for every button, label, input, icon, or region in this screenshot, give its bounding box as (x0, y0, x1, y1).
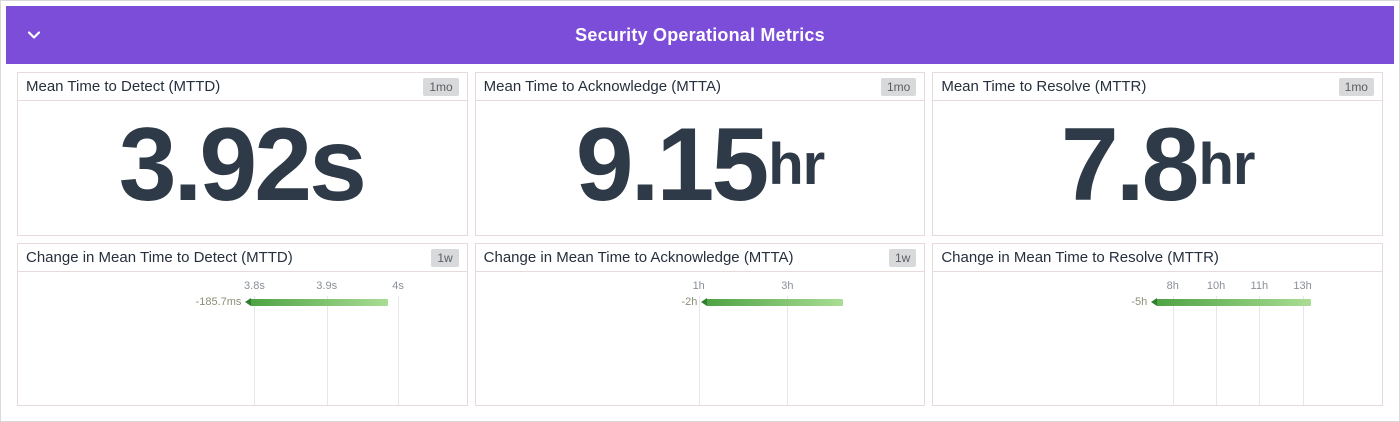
gridline (787, 296, 789, 405)
gauge-bar (1157, 299, 1312, 306)
stat-panel-mtta: Mean Time to Acknowledge (MTTA) 1mo 9.15… (474, 72, 926, 236)
panel-title[interactable]: Change in Mean Time to Detect (MTTD) (26, 249, 293, 266)
gauge-bar (707, 299, 844, 306)
change-panels-row: Change in Mean Time to Detect (MTTD) 1w … (17, 243, 1383, 406)
dashboard-row-header[interactable]: Security Operational Metrics (6, 6, 1394, 64)
gridline (1172, 296, 1174, 405)
gridline (1259, 296, 1261, 405)
change-panel-mttr: Change in Mean Time to Resolve (MTTR) 8h… (932, 243, 1383, 406)
axis-tick-label: 10h (1206, 280, 1226, 292)
gridline (1302, 296, 1304, 405)
chevron-down-icon[interactable] (22, 23, 46, 47)
decrease-arrow-icon (245, 298, 252, 306)
axis-tick-label: 8h (1166, 280, 1179, 292)
decrease-arrow-icon (1151, 298, 1158, 306)
panel-title[interactable]: Mean Time to Resolve (MTTR) (941, 78, 1147, 95)
interval-badge: 1w (888, 248, 917, 267)
panel-header: Mean Time to Acknowledge (MTTA) 1mo (475, 73, 925, 101)
panel-header: Change in Mean Time to Resolve (MTTR) (933, 244, 1382, 272)
panel-header: Mean Time to Detect (MTTD) 1mo (18, 73, 467, 101)
gridline (398, 296, 400, 405)
stat-value: 3.92s (118, 107, 367, 223)
axis-tick-label: 1h (692, 280, 705, 292)
gauge-value: -2h (681, 296, 698, 308)
stat-display: 9.15 hr (476, 101, 925, 235)
gauge-bar (251, 299, 389, 306)
stat-panel-mttd: Mean Time to Detect (MTTD) 1mo 3.92s (17, 72, 468, 236)
gridline (326, 296, 328, 405)
axis-tick-label: 13h (1293, 280, 1312, 292)
axis-tick-label: 3.9s (316, 280, 338, 292)
gauge-value: -5h (1131, 296, 1148, 308)
stat-panel-mttr: Mean Time to Resolve (MTTR) 1mo 7.8 hr (932, 72, 1383, 236)
interval-badge: 1w (431, 248, 459, 267)
axis-tick-label: 3.8s (244, 280, 265, 292)
panel-title[interactable]: Change in Mean Time to Resolve (MTTR) (941, 249, 1219, 266)
axis-tick-label: 3h (781, 280, 794, 292)
stat-value: 7.8 (1060, 107, 1200, 223)
row-title: Security Operational Metrics (575, 24, 825, 45)
stat-display: 3.92s (18, 101, 467, 235)
interval-badge: 1mo (880, 77, 917, 96)
stat-panels-row: Mean Time to Detect (MTTD) 1mo 3.92s Mea… (17, 72, 1383, 236)
panel-title[interactable]: Mean Time to Acknowledge (MTTA) (483, 78, 721, 95)
axis-tick-label: 4s (392, 280, 404, 292)
change-panel-mttd: Change in Mean Time to Detect (MTTD) 1w … (17, 243, 468, 406)
stat-unit: hr (1198, 132, 1255, 197)
gridline (698, 296, 700, 405)
panel-header: Change in Mean Time to Acknowledge (MTTA… (475, 244, 925, 272)
panel-header: Mean Time to Resolve (MTTR) 1mo (933, 73, 1382, 101)
gauge-value: -185.7ms (195, 296, 242, 308)
bar-gauge-chart: 8h 10h 11h 13h -5h (941, 272, 1374, 405)
stat-display: 7.8 hr (933, 101, 1382, 235)
interval-badge: 1mo (423, 77, 459, 96)
change-panel-mtta: Change in Mean Time to Acknowledge (MTTA… (474, 243, 926, 406)
panel-title[interactable]: Mean Time to Detect (MTTD) (26, 78, 221, 95)
gridline (254, 296, 256, 405)
decrease-arrow-icon (701, 298, 708, 306)
gridline (1216, 296, 1218, 405)
axis-tick-label: 11h (1250, 280, 1269, 292)
interval-badge: 1mo (1338, 77, 1374, 96)
bar-gauge-chart: 3.8s 3.9s 4s -185.7ms (26, 272, 459, 405)
panel-header: Change in Mean Time to Detect (MTTD) 1w (18, 244, 467, 272)
panel-title[interactable]: Change in Mean Time to Acknowledge (MTTA… (483, 249, 794, 266)
stat-value: 9.15 (575, 107, 769, 223)
stat-unit: hr (768, 132, 825, 197)
bar-gauge-chart: 1h 3h -2h (484, 272, 917, 405)
